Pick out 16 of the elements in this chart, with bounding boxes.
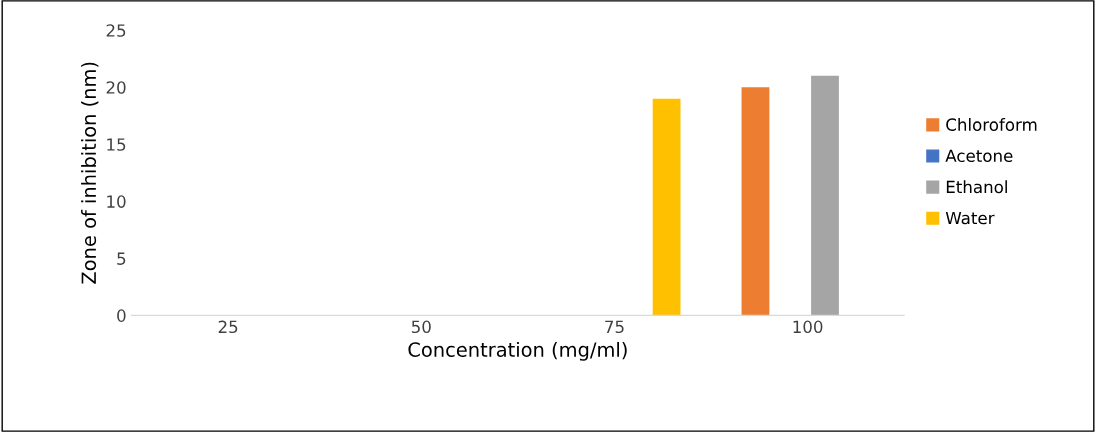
y-tick-label: 20 [106,81,126,94]
x-tick-label: 50 [411,320,431,334]
y-tick-label: 15 [107,138,126,151]
legend-label: Chloroform [946,118,1037,131]
legend-label: Acetone [945,149,1013,163]
y-tick-label: 25 [106,24,126,37]
legend-label: Water [945,211,995,225]
x-tick-label: 100 [793,320,823,334]
y-tick-label: 0 [117,309,126,322]
y-tick-label: 5 [117,252,126,265]
y-tick-label: 10 [107,195,126,208]
x-axis-title: Concentration (mg/ml) [408,341,627,361]
legend-label: Ethanol [946,180,1007,194]
x-tick-label: 75 [605,320,624,334]
y-axis-title: Zone of inhibition (nm) [81,62,99,284]
x-tick-label: 25 [218,320,238,334]
